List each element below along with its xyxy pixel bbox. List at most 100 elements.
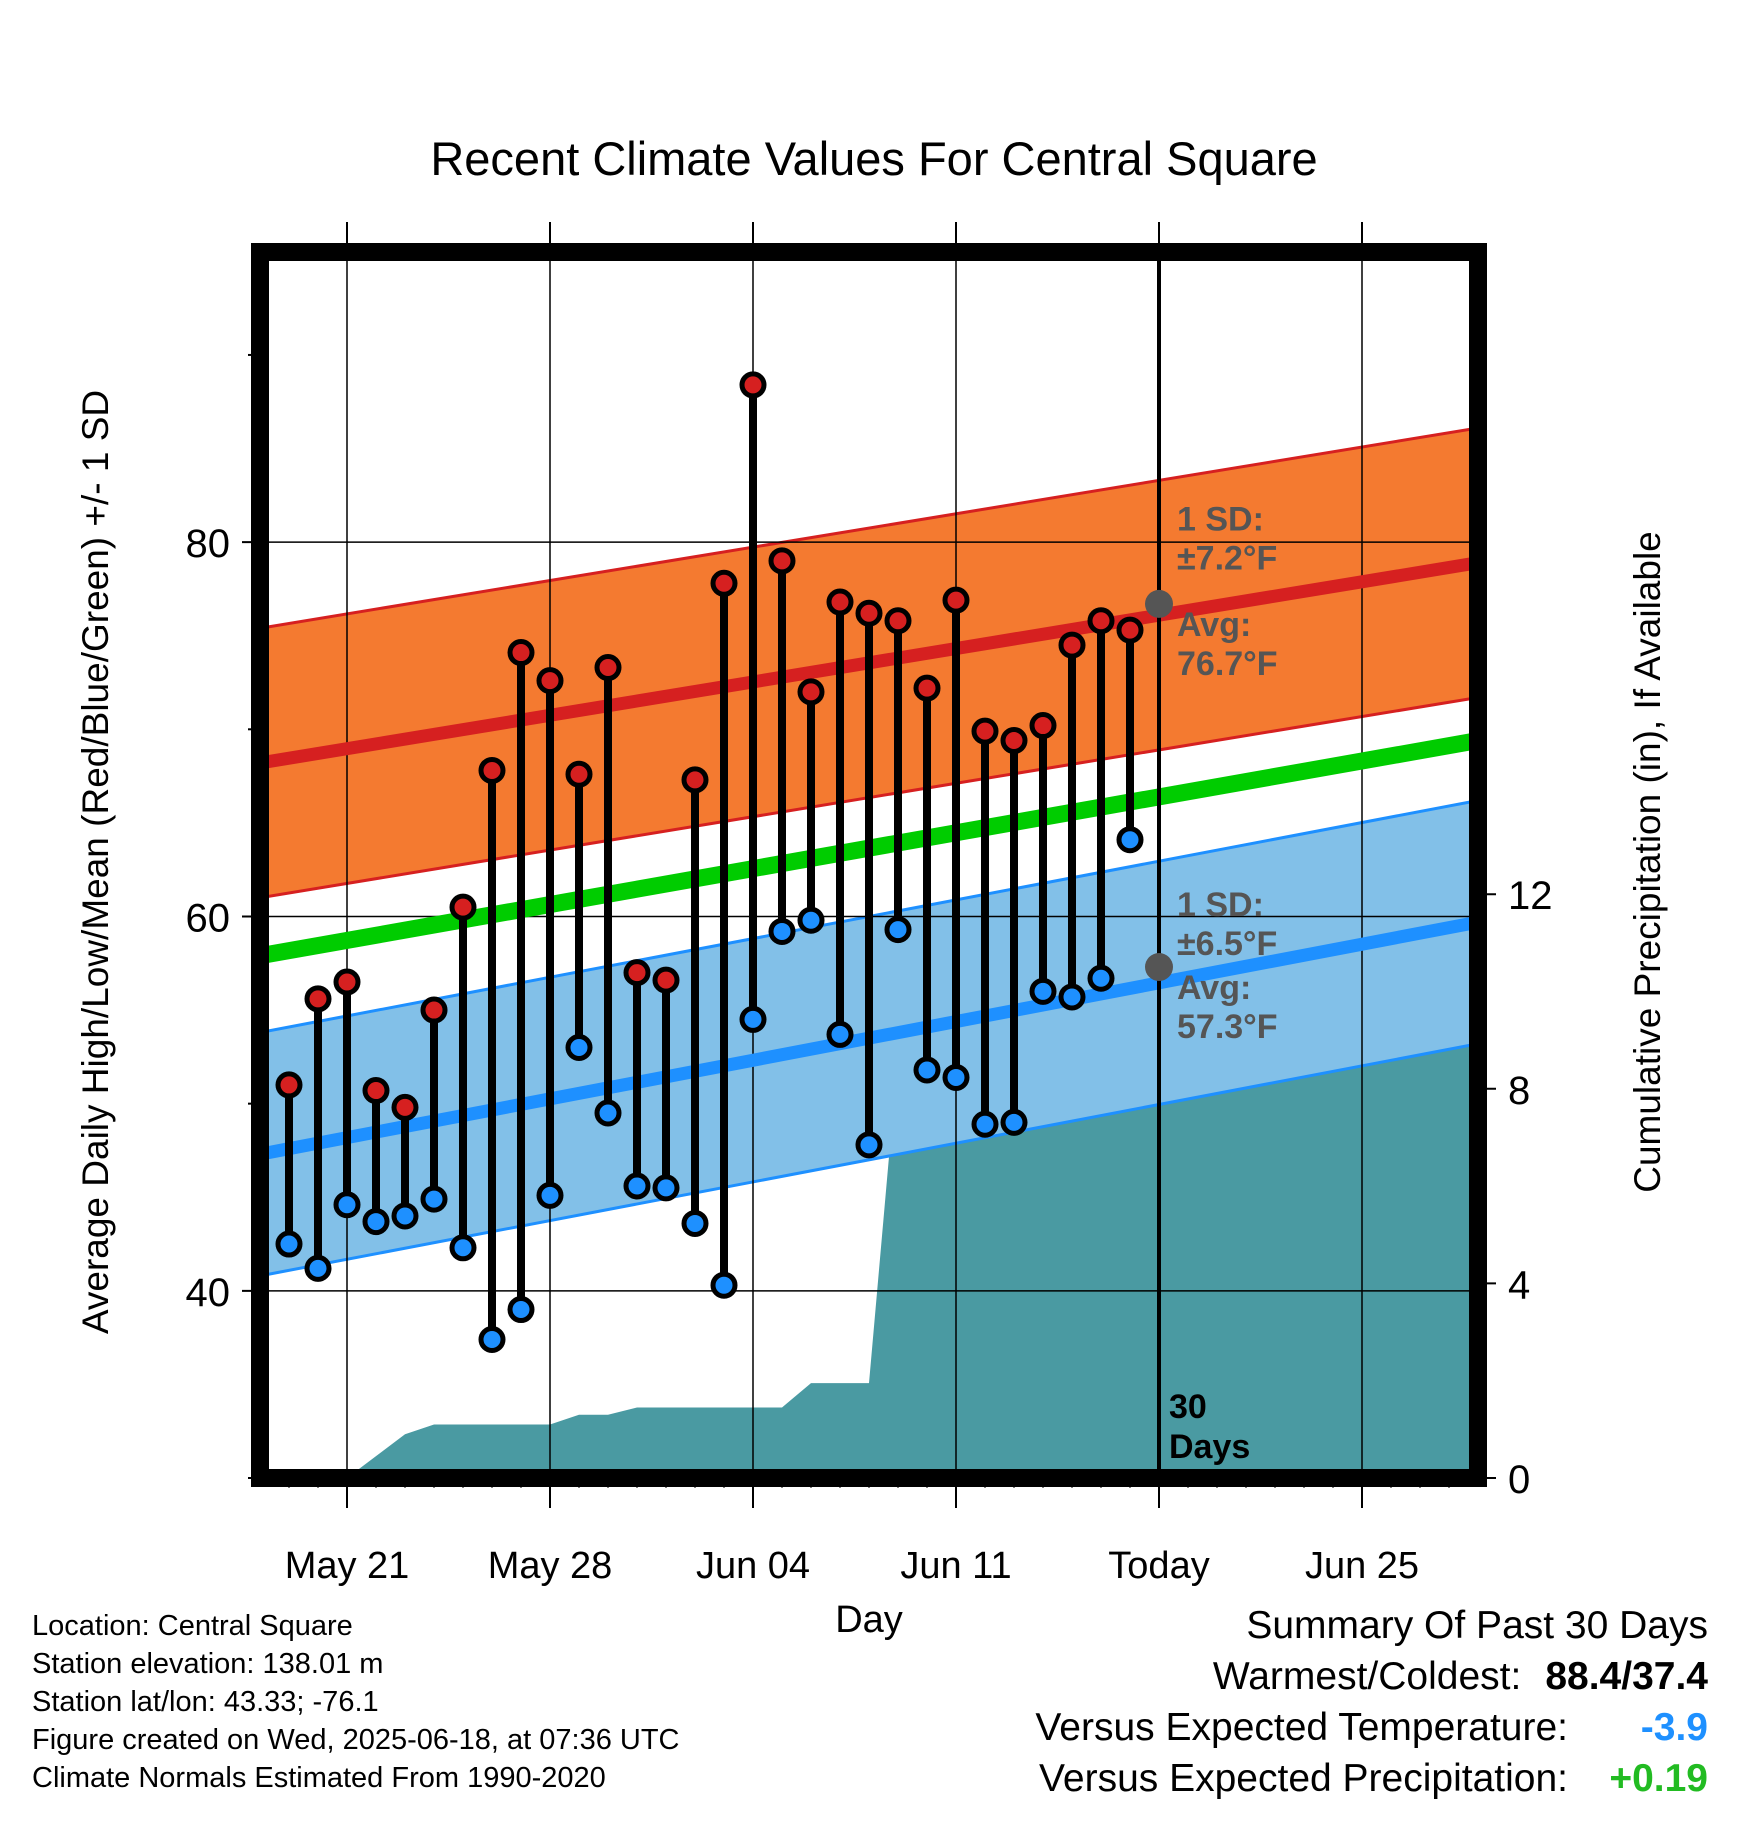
- daily-high-point-9: [536, 667, 564, 695]
- x-tick-label-5: Jun 25: [1305, 1545, 1419, 1587]
- summary-temp: Versus Expected Temperature: -3.9: [1035, 1702, 1708, 1753]
- daily-high-point-12: [623, 959, 651, 987]
- daily-low-point-10: [565, 1033, 593, 1061]
- temp-value: -3.9: [1640, 1706, 1708, 1749]
- normals-text: Climate Normals Estimated From 1990-2020: [32, 1762, 606, 1794]
- temp-label: Versus Expected Temperature:: [1035, 1706, 1568, 1749]
- summary-warm-cold: Warmest/Coldest: 88.4/37.4: [1035, 1651, 1708, 1702]
- days-label-word: Days: [1169, 1428, 1250, 1466]
- latlon-text: Station lat/lon: 43.33; -76.1: [32, 1686, 379, 1718]
- daily-low-point-8: [507, 1296, 535, 1324]
- daily-high-point-15: [710, 569, 738, 597]
- daily-low-point-25: [1000, 1108, 1028, 1136]
- daily-high-point-23: [942, 586, 970, 614]
- daily-low-point-26: [1029, 977, 1057, 1005]
- x-tick-label-3: Jun 11: [900, 1545, 1011, 1587]
- x-tick-label-2: Jun 04: [696, 1545, 810, 1587]
- low-sd-label: 1 SD:: [1177, 886, 1264, 924]
- y2-tick-label-4: 4: [1508, 1263, 1530, 1307]
- daily-low-point-20: [855, 1131, 883, 1159]
- daily-high-point-26: [1029, 712, 1057, 740]
- daily-low-point-2: [333, 1191, 361, 1219]
- summary-precip: Versus Expected Precipitation: +0.19: [1035, 1753, 1708, 1804]
- daily-high-point-17: [768, 547, 796, 575]
- daily-low-point-28: [1087, 964, 1115, 992]
- daily-low-point-7: [478, 1325, 506, 1353]
- precip-value: +0.19: [1609, 1757, 1708, 1800]
- daily-low-point-17: [768, 917, 796, 945]
- daily-low-point-6: [449, 1234, 477, 1262]
- y-tick-label-40: 40: [186, 1271, 231, 1315]
- y-tick-label-80: 80: [186, 522, 231, 566]
- daily-high-point-5: [420, 996, 448, 1024]
- summary-panel: Summary Of Past 30 Days Warmest/Coldest:…: [1035, 1600, 1708, 1804]
- y2-tick-label-0: 0: [1508, 1458, 1530, 1502]
- chart-title: Recent Climate Values For Central Square: [430, 132, 1317, 185]
- daily-high-point-7: [478, 756, 506, 784]
- daily-high-point-1: [304, 985, 332, 1013]
- daily-low-point-13: [652, 1174, 680, 1202]
- x-tick-label-4: Today: [1108, 1545, 1209, 1587]
- low-sd-value: ±6.5°F: [1177, 925, 1277, 963]
- daily-high-point-3: [362, 1077, 390, 1105]
- low-avg-value: 57.3°F: [1177, 1008, 1278, 1046]
- y-tick-label-60: 60: [186, 896, 231, 940]
- warm-cold-label: Warmest/Coldest:: [1212, 1655, 1522, 1698]
- plot-frame: [251, 243, 1487, 1487]
- daily-high-point-6: [449, 893, 477, 921]
- daily-high-point-4: [391, 1093, 419, 1121]
- daily-low-point-27: [1058, 983, 1086, 1011]
- x-axis-label: Day: [835, 1599, 903, 1641]
- high-sd-label: 1 SD:: [1177, 500, 1264, 538]
- daily-low-point-21: [884, 916, 912, 944]
- daily-low-point-9: [536, 1181, 564, 1209]
- precip-label: Versus Expected Precipitation:: [1039, 1757, 1568, 1800]
- daily-high-point-29: [1116, 616, 1144, 644]
- daily-high-point-16: [739, 371, 767, 399]
- daily-high-point-27: [1058, 631, 1086, 659]
- daily-high-point-21: [884, 607, 912, 635]
- daily-high-point-20: [855, 599, 883, 627]
- daily-low-point-24: [971, 1110, 999, 1138]
- y2-axis-label: Cumulative Precipitation (in), If Availa…: [1627, 531, 1668, 1193]
- daily-low-point-5: [420, 1185, 448, 1213]
- low-avg-label: Avg:: [1177, 969, 1251, 1007]
- daily-high-point-2: [333, 968, 361, 996]
- daily-low-point-4: [391, 1202, 419, 1230]
- precip-area: [260, 1027, 1478, 1478]
- daily-low-point-14: [681, 1209, 709, 1237]
- x-tick-label-1: May 28: [488, 1545, 613, 1587]
- x-tick-label-0: May 21: [285, 1545, 410, 1587]
- high-sd-band-upper-edge: [260, 426, 1478, 630]
- daily-high-point-10: [565, 760, 593, 788]
- daily-low-point-3: [362, 1208, 390, 1236]
- daily-high-point-13: [652, 966, 680, 994]
- daily-low-point-22: [913, 1056, 941, 1084]
- high-avg-marker: [1145, 589, 1173, 618]
- daily-low-point-23: [942, 1063, 970, 1091]
- elevation-text: Station elevation: 138.01 m: [32, 1648, 384, 1680]
- warm-cold-value: 88.4/37.4: [1545, 1655, 1708, 1698]
- daily-high-point-18: [797, 678, 825, 706]
- high-sd-value: ±7.2°F: [1177, 539, 1277, 577]
- daily-high-point-0: [275, 1071, 303, 1099]
- low-avg-marker: [1145, 953, 1173, 982]
- created-text: Figure created on Wed, 2025-06-18, at 07…: [32, 1724, 680, 1756]
- location-text: Location: Central Square: [32, 1610, 353, 1642]
- daily-high-point-28: [1087, 607, 1115, 635]
- days-label-number: 30: [1169, 1388, 1207, 1426]
- daily-low-point-19: [826, 1020, 854, 1048]
- y2-tick-label-8: 8: [1508, 1069, 1530, 1113]
- daily-high-point-8: [507, 639, 535, 667]
- daily-high-point-22: [913, 674, 941, 702]
- station-metadata: Location: Central Square Station elevati…: [32, 1607, 680, 1797]
- daily-high-point-25: [1000, 727, 1028, 755]
- daily-high-point-11: [594, 654, 622, 682]
- daily-high-point-14: [681, 766, 709, 794]
- daily-low-point-12: [623, 1172, 651, 1200]
- y2-tick-label-12: 12: [1508, 874, 1553, 918]
- daily-high-point-24: [971, 717, 999, 745]
- daily-high-point-19: [826, 588, 854, 616]
